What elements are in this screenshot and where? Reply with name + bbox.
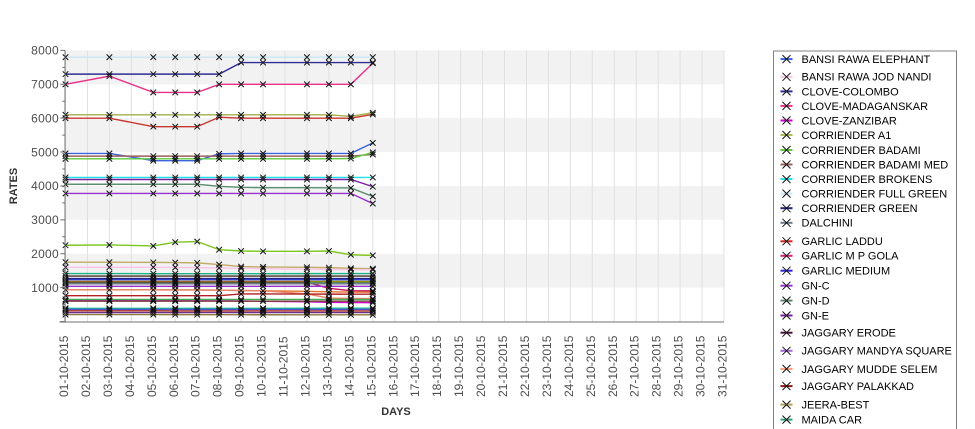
svg-text:8000: 8000 — [31, 44, 59, 58]
svg-text:10-10-2015: 10-10-2015 — [255, 335, 269, 397]
svg-text:7000: 7000 — [31, 77, 59, 91]
svg-text:GN-C: GN-C — [802, 281, 830, 293]
svg-text:30-10-2015: 30-10-2015 — [694, 335, 708, 397]
svg-text:2000: 2000 — [31, 247, 59, 261]
svg-text:23-10-2015: 23-10-2015 — [540, 335, 554, 397]
svg-text:22-10-2015: 22-10-2015 — [518, 335, 532, 397]
svg-text:GN-E: GN-E — [802, 310, 830, 322]
svg-text:03-10-2015: 03-10-2015 — [101, 335, 115, 397]
svg-text:CORRIENDER GREEN: CORRIENDER GREEN — [802, 203, 918, 215]
svg-text:JAGGARY PALAKKAD: JAGGARY PALAKKAD — [802, 381, 915, 393]
svg-text:GN-D: GN-D — [802, 296, 830, 308]
svg-text:13-10-2015: 13-10-2015 — [320, 335, 334, 397]
svg-text:09-10-2015: 09-10-2015 — [233, 335, 247, 397]
svg-text:17-10-2015: 17-10-2015 — [408, 335, 422, 397]
svg-text:20-10-2015: 20-10-2015 — [474, 335, 488, 397]
svg-text:29-10-2015: 29-10-2015 — [672, 335, 686, 397]
svg-text:08-10-2015: 08-10-2015 — [211, 335, 225, 397]
svg-text:BANSI RAWA JOD NANDI: BANSI RAWA JOD NANDI — [802, 72, 932, 84]
svg-text:25-10-2015: 25-10-2015 — [584, 335, 598, 397]
svg-text:DALCHINI: DALCHINI — [802, 218, 853, 230]
svg-text:CORRIENDER BADAMI MED: CORRIENDER BADAMI MED — [802, 159, 949, 171]
svg-text:CORRIENDER A1: CORRIENDER A1 — [802, 130, 892, 142]
svg-text:CORRIENDER BADAMI: CORRIENDER BADAMI — [802, 145, 921, 157]
svg-text:05-10-2015: 05-10-2015 — [145, 335, 159, 397]
svg-text:CLOVE-COLOMBO: CLOVE-COLOMBO — [802, 86, 900, 98]
svg-text:26-10-2015: 26-10-2015 — [606, 335, 620, 397]
svg-text:07-10-2015: 07-10-2015 — [189, 335, 203, 397]
svg-text:BANSI RAWA ELEPHANT: BANSI RAWA ELEPHANT — [802, 54, 931, 66]
svg-text:3000: 3000 — [31, 213, 59, 227]
svg-text:4000: 4000 — [31, 179, 59, 193]
svg-text:5000: 5000 — [31, 145, 59, 159]
svg-text:JAGGARY MANDYA SQUARE: JAGGARY MANDYA SQUARE — [802, 346, 952, 358]
svg-text:GARLIC M P GOLA: GARLIC M P GOLA — [802, 251, 900, 263]
svg-text:18-10-2015: 18-10-2015 — [430, 335, 444, 397]
svg-text:JAGGARY MUDDE SELEM: JAGGARY MUDDE SELEM — [802, 364, 938, 376]
svg-text:JEERA-BEST: JEERA-BEST — [802, 400, 870, 412]
svg-text:15-10-2015: 15-10-2015 — [364, 335, 378, 397]
svg-text:24-10-2015: 24-10-2015 — [562, 335, 576, 397]
svg-text:04-10-2015: 04-10-2015 — [123, 335, 137, 397]
svg-text:DAYS: DAYS — [381, 406, 411, 418]
svg-text:06-10-2015: 06-10-2015 — [167, 335, 181, 397]
svg-text:GARLIC LADDU: GARLIC LADDU — [802, 236, 883, 248]
svg-text:16-10-2015: 16-10-2015 — [386, 335, 400, 397]
svg-text:MAIDA CAR: MAIDA CAR — [802, 415, 863, 427]
svg-text:01-10-2015: 01-10-2015 — [57, 335, 71, 397]
svg-text:CORRIENDER BROKENS: CORRIENDER BROKENS — [802, 174, 933, 186]
svg-text:28-10-2015: 28-10-2015 — [650, 335, 664, 397]
svg-text:RATES: RATES — [8, 168, 20, 204]
svg-text:GARLIC MEDIUM: GARLIC MEDIUM — [802, 266, 891, 278]
svg-text:1000: 1000 — [31, 281, 59, 295]
svg-text:6000: 6000 — [31, 111, 59, 125]
svg-text:19-10-2015: 19-10-2015 — [452, 335, 466, 397]
svg-text:21-10-2015: 21-10-2015 — [496, 335, 510, 397]
svg-text:CLOVE-ZANZIBAR: CLOVE-ZANZIBAR — [802, 115, 897, 127]
svg-text:27-10-2015: 27-10-2015 — [628, 335, 642, 397]
svg-text:12-10-2015: 12-10-2015 — [298, 335, 312, 397]
svg-text:02-10-2015: 02-10-2015 — [79, 335, 93, 397]
svg-text:11-10-2015: 11-10-2015 — [277, 336, 291, 397]
svg-text:CLOVE-MADAGANSKAR: CLOVE-MADAGANSKAR — [802, 101, 929, 113]
svg-text:31-10-2015: 31-10-2015 — [716, 335, 730, 397]
svg-text:JAGGARY ERODE: JAGGARY ERODE — [802, 328, 896, 340]
svg-text:CORRIENDER FULL GREEN: CORRIENDER FULL GREEN — [802, 189, 948, 201]
svg-text:14-10-2015: 14-10-2015 — [342, 335, 356, 397]
